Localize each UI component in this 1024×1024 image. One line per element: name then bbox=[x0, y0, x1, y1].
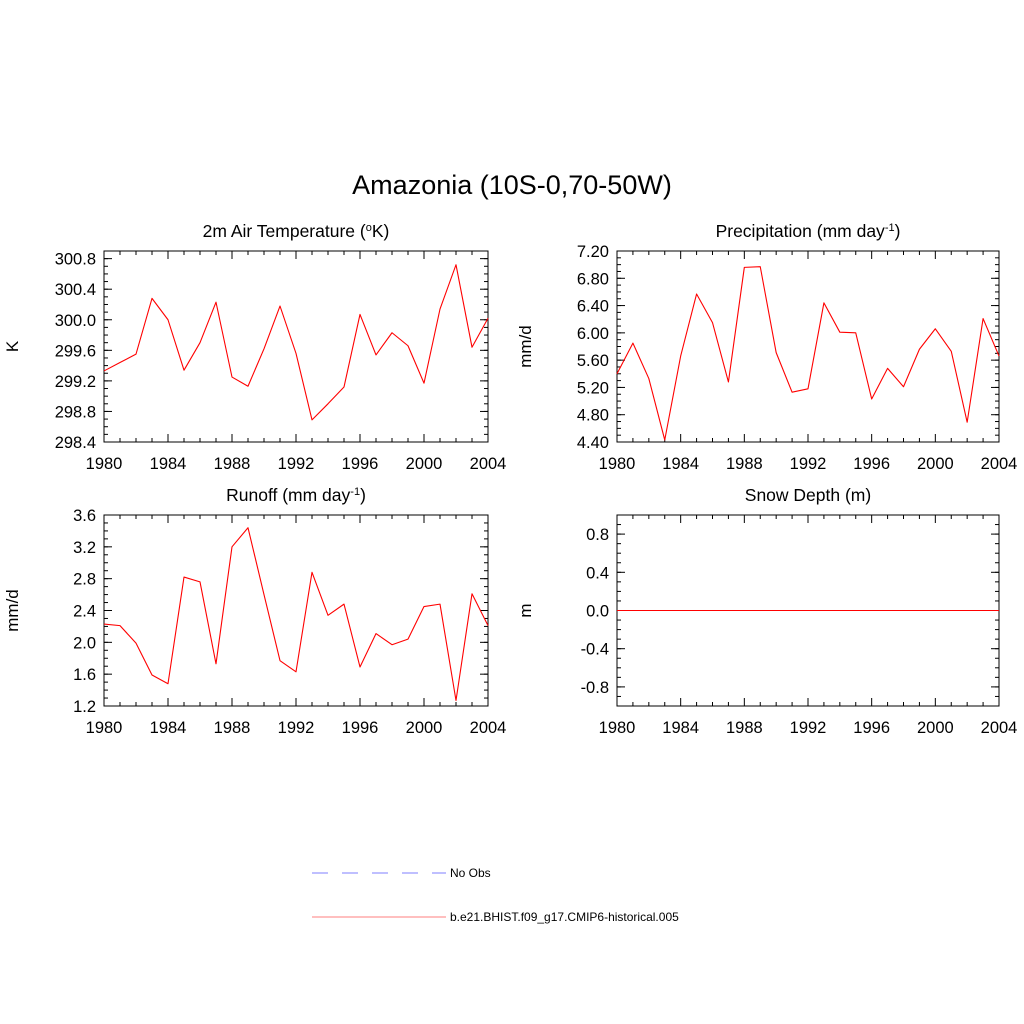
panel-air-temperature: 1980 1984 1988 1992 1996 2000 2004 298.4 298.8 29… bbox=[3, 221, 506, 473]
air-temperature-ytick-label: 298.4 bbox=[55, 434, 96, 452]
precipitation-ytick-label: 4.80 bbox=[577, 407, 609, 425]
precipitation-series-line bbox=[616, 266, 1000, 441]
snow-depth-xtick-label: 1992 bbox=[790, 719, 827, 737]
air-temperature-xtick-label: 1984 bbox=[150, 455, 187, 473]
precipitation-ytick-label: 6.40 bbox=[577, 298, 609, 316]
snow-depth-ylabel: m bbox=[516, 603, 535, 617]
runoff-xtick-label: 1988 bbox=[214, 719, 251, 737]
runoff-xtick-label: 2004 bbox=[470, 719, 507, 737]
runoff-series-line bbox=[103, 527, 489, 701]
precipitation-title-end: ) bbox=[895, 221, 901, 241]
air-temperature-series-line bbox=[103, 264, 489, 421]
snow-depth-title: Snow Depth (m) bbox=[745, 485, 871, 505]
precipitation-xtick-label: 1988 bbox=[726, 455, 763, 473]
legend: No Obs b.e21.BHIST.f09_g17.CMIP6-histori… bbox=[312, 866, 679, 924]
runoff-frame bbox=[103, 514, 489, 707]
precipitation-xtick-label: 1992 bbox=[790, 455, 827, 473]
precipitation-xtick-label: 2004 bbox=[981, 455, 1018, 473]
air-temperature-frame bbox=[103, 250, 489, 443]
precipitation-frame bbox=[616, 250, 1000, 443]
precipitation-ylabel: mm/d bbox=[516, 325, 535, 368]
runoff-title-end: ) bbox=[360, 485, 366, 505]
air-temperature-xtick-label: 1988 bbox=[214, 455, 251, 473]
snow-depth-ytick-label: 0.4 bbox=[586, 564, 609, 582]
air-temperature-title-main: 2m Air Temperature ( bbox=[203, 221, 366, 241]
legend-label-model: b.e21.BHIST.f09_g17.CMIP6-historical.005 bbox=[450, 910, 679, 924]
air-temperature-ytick-label: 300.0 bbox=[55, 312, 96, 330]
precipitation-title-main: Precipitation (mm day bbox=[716, 221, 885, 241]
snow-depth-xtick-label: 1984 bbox=[662, 719, 699, 737]
air-temperature-xtick-label: 1996 bbox=[342, 455, 379, 473]
snow-depth-xtick-label: 2004 bbox=[981, 719, 1018, 737]
precipitation-ytick-label: 7.20 bbox=[577, 243, 609, 261]
snow-depth-ytick-label: -0.4 bbox=[581, 641, 609, 659]
runoff-title-sup: -1 bbox=[350, 486, 360, 498]
air-temperature-xtick-label: 1992 bbox=[278, 455, 315, 473]
snow-depth-ytick-label: 0.0 bbox=[586, 603, 609, 621]
snow-depth-xtick-label: 2000 bbox=[917, 719, 954, 737]
runoff-ytick-label: 1.6 bbox=[73, 666, 96, 684]
panel-precipitation: 1980 1984 1988 1992 1996 2000 2004 4.40 4.80 5.20… bbox=[516, 221, 1017, 473]
snow-depth-ytick-label: 0.8 bbox=[586, 526, 609, 544]
panel-snow-depth: 1980 1984 1988 1992 1996 2000 2004 -0.8 -0.4 0.0 0… bbox=[516, 485, 1017, 737]
air-temperature-title-sup: o bbox=[366, 222, 372, 234]
runoff-ytick-label: 3.2 bbox=[73, 539, 96, 557]
snow-depth-ytick-label: -0.8 bbox=[581, 679, 609, 697]
snow-depth-xtick-label: 1980 bbox=[599, 719, 636, 737]
runoff-xtick-label: 1992 bbox=[278, 719, 315, 737]
runoff-ytick-label: 2.4 bbox=[73, 603, 96, 621]
figure-title: Amazonia (10S-0,70-50W) bbox=[352, 170, 672, 200]
runoff-xtick-label: 1996 bbox=[342, 719, 379, 737]
runoff-xtick-label: 1980 bbox=[86, 719, 123, 737]
precipitation-ytick-label: 6.00 bbox=[577, 325, 609, 343]
air-temperature-ytick-label: 299.6 bbox=[55, 342, 96, 360]
runoff-ytick-label: 2.0 bbox=[73, 634, 96, 652]
precipitation-ytick-label: 5.60 bbox=[577, 352, 609, 370]
precipitation-title-sup: -1 bbox=[885, 222, 895, 234]
air-temperature-title: 2m Air Temperature (oK) bbox=[203, 221, 390, 241]
legend-label-no-obs: No Obs bbox=[450, 866, 491, 880]
air-temperature-xtick-label: 2000 bbox=[406, 455, 443, 473]
precipitation-ytick-label: 4.40 bbox=[577, 434, 609, 452]
air-temperature-xtick-label: 1980 bbox=[86, 455, 123, 473]
runoff-ytick-label: 3.6 bbox=[73, 507, 96, 525]
air-temperature-ytick-label: 299.2 bbox=[55, 373, 96, 391]
precipitation-xtick-label: 2000 bbox=[917, 455, 954, 473]
precipitation-xtick-label: 1996 bbox=[853, 455, 890, 473]
precipitation-xtick-label: 1980 bbox=[599, 455, 636, 473]
panel-runoff: 1980 1984 1988 1992 1996 2000 2004 1.2 1.6 2.0 2.4… bbox=[3, 485, 506, 737]
air-temperature-xtick-label: 2004 bbox=[470, 455, 507, 473]
air-temperature-ytick-label: 298.8 bbox=[55, 403, 96, 421]
precipitation-title: Precipitation (mm day-1) bbox=[716, 221, 901, 241]
runoff-title: Runoff (mm day-1) bbox=[226, 485, 366, 505]
air-temperature-ytick-label: 300.8 bbox=[55, 251, 96, 269]
air-temperature-ytick-label: 300.4 bbox=[55, 281, 96, 299]
runoff-ytick-label: 1.2 bbox=[73, 698, 96, 716]
snow-depth-xtick-label: 1988 bbox=[726, 719, 763, 737]
runoff-ylabel: mm/d bbox=[3, 589, 22, 632]
precipitation-ytick-label: 6.80 bbox=[577, 270, 609, 288]
runoff-xtick-label: 1984 bbox=[150, 719, 187, 737]
runoff-title-main: Runoff (mm day bbox=[226, 485, 350, 505]
snow-depth-title-main: Snow Depth (m) bbox=[745, 485, 871, 505]
runoff-xtick-label: 2000 bbox=[406, 719, 443, 737]
snow-depth-xtick-label: 1996 bbox=[853, 719, 890, 737]
runoff-ytick-label: 2.8 bbox=[73, 571, 96, 589]
precipitation-ytick-label: 5.20 bbox=[577, 379, 609, 397]
precipitation-xtick-label: 1984 bbox=[662, 455, 699, 473]
air-temperature-ylabel: K bbox=[3, 340, 22, 352]
air-temperature-title-end: K) bbox=[372, 221, 390, 241]
